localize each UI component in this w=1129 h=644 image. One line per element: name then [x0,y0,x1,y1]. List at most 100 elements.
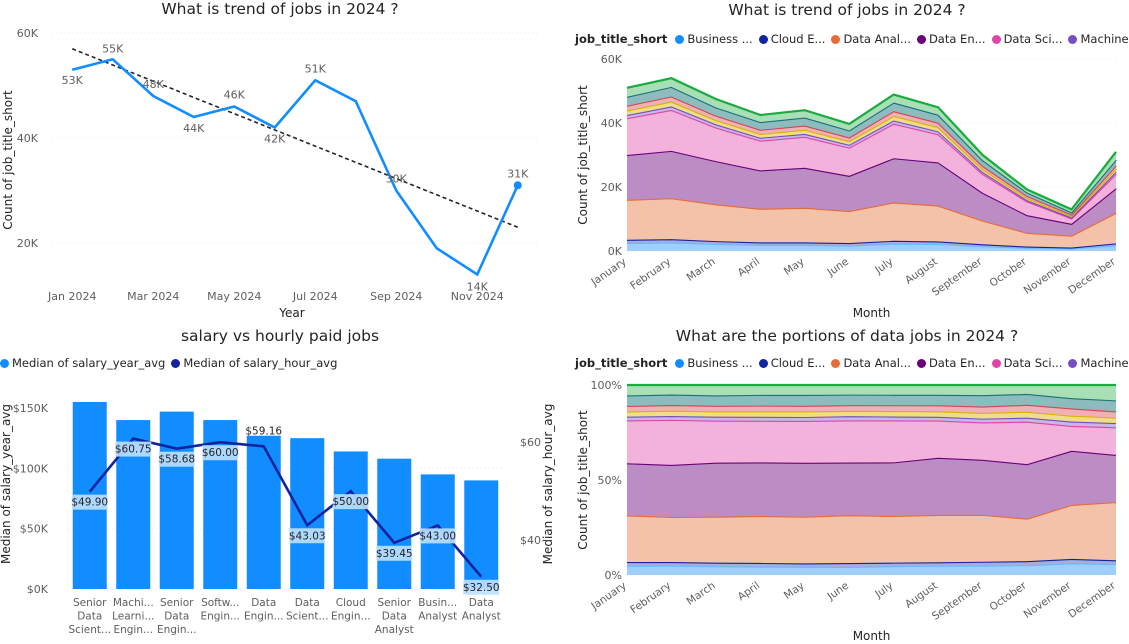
data-label: $50.00 [332,496,369,508]
y-axis-title: Count of job_title_short [576,85,590,225]
x-tick-label: Scient... [286,611,329,623]
y-tick-label: 20K [17,237,39,250]
x-tick-label: September [930,255,985,299]
series-line [626,238,1117,249]
x-tick-label: December [1066,579,1118,620]
legend: job_title_short Business ... Cloud E... … [575,356,1129,370]
area-band [627,239,1116,249]
bar [159,411,194,589]
bar [377,458,412,589]
x-tick-label: Softw... [201,597,239,609]
data-label: 48K [143,78,165,91]
bar [333,451,368,589]
x-tick-label: June [825,256,851,280]
x-tick-label: Engin... [157,624,197,636]
x-tick-label: November [1022,255,1074,297]
legend-item: Data Sci... [991,32,1062,46]
bar [246,435,281,589]
data-label-bg [463,579,500,595]
area-band [627,502,1116,564]
data-label-bg [376,545,413,561]
x-tick-label: March [685,580,718,608]
x-tick-label: May [782,256,807,278]
data-label: $60.00 [202,447,239,459]
x-tick-label: Data [469,597,494,609]
area-band [627,450,1116,519]
y-tick-label: 40K [601,117,623,130]
salary-combo-chart: salary vs hourly paid jobs Median of sal… [0,324,560,644]
x-tick-label: January [588,256,628,289]
x-tick-label: April [736,256,763,280]
legend-title: job_title_short [575,356,668,370]
legend-item: Data Anal... [831,32,911,46]
x-tick-label: Engin... [200,611,240,623]
data-label: 51K [305,62,327,75]
x-tick-label: October [987,255,1029,289]
x-tick-label: Busin... [418,597,457,609]
bar [290,438,325,589]
stacked-area-chart: What is trend of jobs in 2024 ? job_titl… [565,0,1129,322]
x-tick-label: January [588,580,628,613]
x-axis-title: Month [853,306,891,320]
data-label-bg [71,494,108,510]
y-tick-label: 40K [17,132,39,145]
y-tick-label: 60K [17,27,39,40]
data-label-bg [158,451,195,467]
y-axis-title: Median of salary_year_avg [0,404,13,564]
x-tick-label: Engin... [244,611,284,623]
legend: Median of salary_year_avg Median of sala… [0,356,343,370]
x-tick-label: February [628,256,673,293]
y-tick-label: $0K [27,583,49,596]
data-label: $39.45 [376,548,413,560]
y-right-tick-label: $40 [520,534,541,547]
series-line [626,241,1117,250]
legend-item: Business ... [675,32,753,46]
data-label-bg [115,441,152,457]
data-label: 46K [224,89,246,102]
legend-item: Business ... [675,356,753,370]
y-tick-label: 0% [605,569,622,582]
x-tick-label: March [685,256,718,284]
x-tick-label: August [903,256,940,287]
area-band [627,393,1116,412]
legend-title: job_title_short [575,32,668,46]
legend-item: Cloud E... [758,356,825,370]
y-tick-label: 20K [601,181,623,194]
y-axis-title: Count of job_title_short [1,90,15,230]
x-tick-label: Jul 2024 [292,290,338,303]
y-tick-label: 100% [591,379,622,392]
x-tick-label: Jan 2024 [47,290,96,303]
x-tick-label: September [930,579,985,623]
legend-item: Median of salary_hour_avg [171,356,337,370]
x-tick-label: Cloud [336,597,366,609]
legend-item: Median of salary_year_avg [0,356,165,370]
x-tick-label: July [872,256,895,277]
x-tick-label: Data [251,597,276,609]
y-tick-label: $100K [13,462,49,475]
area-band [627,242,1116,251]
legend-item: Machine ... [1068,32,1129,46]
x-tick-label: Data [164,611,189,623]
x-tick-label: Learni... [112,611,154,623]
x-tick-label: May [782,580,807,602]
series-line [626,409,1117,419]
data-label-bg [289,528,326,544]
trend-line-plot: 20K 40K 60K Jan 2024 Mar 2024 May 2024 Jul 202… [1,27,538,320]
series-line [626,418,1117,429]
y-tick-label: $50K [20,523,49,536]
area-band [627,419,1116,465]
x-tick-label: Sep 2024 [370,290,422,303]
chart-title: What is trend of jobs in 2024 ? [728,1,966,19]
x-tick-label: Analyst [375,624,414,636]
trend-line-chart: What is trend of jobs in 2024 ? 20K 40K 60… [0,0,560,322]
x-tick-label: May 2024 [207,290,261,303]
legend-item: Data En... [916,356,986,370]
x-tick-label: Analyst [462,611,501,623]
y-right-axis-title: Median of salary_hour_avg [541,404,555,565]
data-label: $58.68 [158,454,195,466]
x-tick-label: Scient... [68,624,111,636]
y-tick-label: $150K [13,402,49,415]
x-tick-label: November [1022,579,1074,621]
x-tick-label: Mar 2024 [127,290,179,303]
series-line [88,437,483,578]
